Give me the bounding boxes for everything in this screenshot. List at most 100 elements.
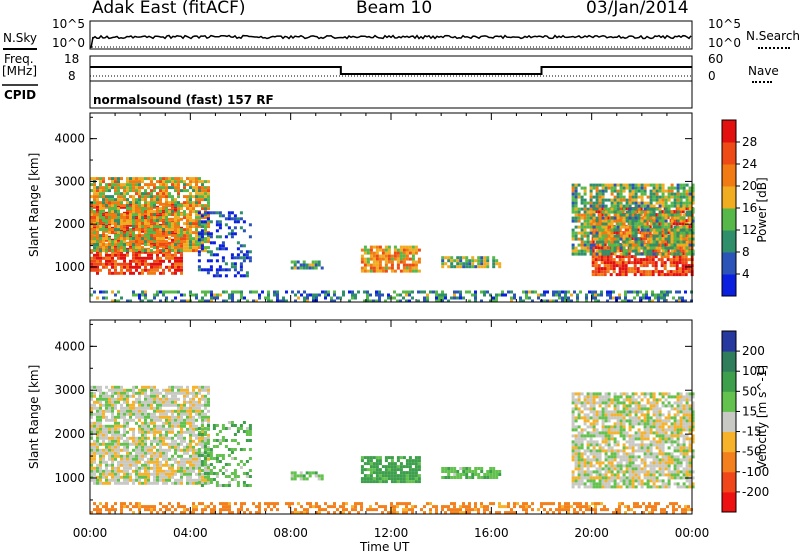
power-cell (126, 243, 129, 247)
velocity-cell (132, 427, 135, 431)
power-cell (577, 192, 581, 196)
power-cell (99, 210, 102, 214)
power-cell (672, 222, 676, 226)
power-cell (624, 293, 627, 297)
velocity-cell (147, 430, 150, 434)
power-cell (591, 261, 595, 265)
velocity-cell (153, 472, 156, 476)
power-cell (351, 293, 354, 297)
power-cell (227, 232, 231, 236)
power-cell (610, 210, 614, 214)
velocity-cell (180, 454, 183, 458)
power-cell (96, 222, 99, 226)
power-cell (233, 262, 237, 266)
velocity-cell (102, 394, 105, 398)
velocity-cell (138, 406, 141, 410)
power-cell (625, 234, 629, 238)
power-cell (405, 245, 409, 249)
power-cell (102, 240, 105, 244)
velocity-cell (135, 478, 138, 482)
power-cell (129, 231, 132, 235)
velocity-cell (197, 427, 201, 430)
power-cell (622, 246, 626, 250)
power-cell (634, 225, 638, 229)
power-cell (123, 213, 126, 217)
power-cell (571, 231, 575, 235)
power-cell (637, 240, 641, 244)
velocity-cell (99, 463, 102, 467)
power-cell (114, 189, 117, 193)
power-cell (321, 290, 324, 294)
power-cell (681, 270, 685, 274)
velocity-cell (123, 388, 126, 392)
power-cell (203, 220, 207, 224)
velocity-cell (290, 477, 294, 481)
power-cell (591, 270, 595, 274)
power-cell (642, 270, 646, 274)
power-cell (619, 189, 623, 193)
power-cell (93, 231, 96, 235)
velocity-cell (195, 409, 198, 413)
power-cell (126, 253, 129, 257)
power-cell (630, 213, 634, 217)
power-cell (675, 261, 679, 265)
velocity-cell (189, 403, 192, 407)
power-cell (606, 293, 609, 297)
power-cell (135, 268, 138, 272)
velocity-cell (186, 466, 189, 470)
power-cell (645, 222, 649, 226)
power-cell (492, 256, 496, 260)
power-cell (102, 262, 105, 266)
power-cell (159, 210, 162, 214)
power-cell (150, 207, 153, 211)
power-cell (645, 261, 649, 265)
velocity-cell (405, 477, 409, 481)
power-cell (628, 237, 632, 241)
velocity-cell (207, 433, 210, 437)
power-cell (206, 217, 210, 221)
velocity-cell (186, 460, 189, 464)
power-cell (594, 258, 598, 262)
power-cell (111, 201, 114, 205)
power-cell (384, 260, 388, 264)
velocity-cell (198, 466, 201, 470)
velocity-cell (105, 475, 108, 479)
power-cell (643, 201, 647, 205)
power-cell (120, 250, 123, 254)
velocity-cell (105, 391, 108, 395)
power-cell (221, 214, 225, 218)
power-cell (444, 293, 447, 297)
velocity-cell (138, 397, 141, 401)
power-cell (589, 252, 593, 256)
power-cell (102, 249, 105, 253)
velocity-cell (192, 418, 195, 422)
power-cell (682, 228, 686, 232)
power-cell (474, 293, 477, 297)
power-cell (132, 189, 135, 193)
velocity-cell (165, 427, 168, 431)
power-cell (667, 213, 671, 217)
power-cell (171, 205, 174, 209)
velocity-cell (414, 459, 418, 463)
velocity-cell (168, 418, 171, 422)
power-cell (293, 266, 297, 270)
power-cell (138, 256, 141, 260)
velocity-cell (147, 469, 150, 473)
power-cell (637, 189, 641, 193)
velocity-cell (159, 400, 162, 404)
velocity-cell (129, 460, 132, 464)
power-cell (634, 216, 638, 220)
velocity-cell (138, 469, 141, 473)
power-cell (102, 186, 105, 190)
power-cell (147, 228, 150, 232)
power-cell (673, 192, 677, 196)
power-cell (132, 198, 135, 202)
power-cell (209, 253, 213, 257)
power-cell (552, 290, 555, 294)
velocity-cell (242, 481, 246, 484)
velocity-cell (195, 427, 198, 431)
power-cell (165, 180, 168, 184)
velocity-cell (245, 475, 249, 478)
power-cell (144, 256, 147, 260)
power-cell (598, 192, 602, 196)
